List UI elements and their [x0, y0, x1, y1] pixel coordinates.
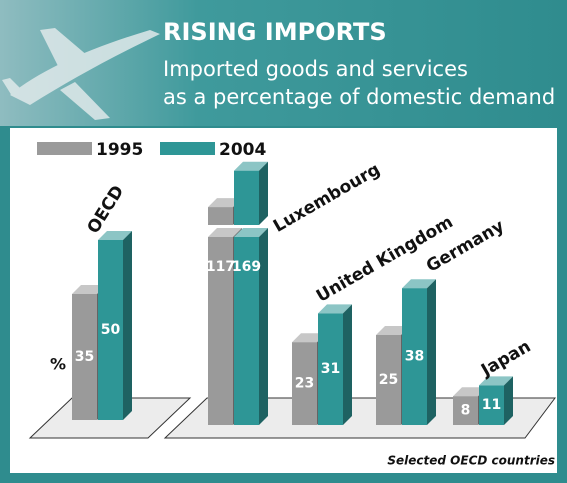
bar-side	[427, 279, 436, 425]
chart-subtitle: as a percentage of domestic demand	[163, 85, 555, 109]
legend-swatch	[37, 142, 92, 155]
bar-side	[259, 228, 268, 425]
chart: RISING IMPORTS Imported goods and servic…	[0, 0, 567, 483]
legend-label: 1995	[96, 140, 143, 160]
value-label: 117	[206, 259, 235, 275]
legend-label: 2004	[219, 140, 266, 160]
value-label: 38	[405, 349, 424, 365]
footnote: Selected OECD countries	[387, 454, 555, 468]
value-label: 11	[482, 397, 501, 413]
bar	[234, 162, 268, 425]
chart-subtitle: Imported goods and services	[163, 57, 468, 81]
bar-front	[234, 171, 259, 225]
value-label: 35	[75, 349, 94, 365]
chart-title: RISING IMPORTS	[163, 18, 387, 46]
bar-side	[123, 231, 132, 420]
value-label: 25	[379, 372, 398, 388]
value-label: 8	[461, 403, 471, 419]
value-label: 169	[232, 259, 261, 275]
unit-label: %	[50, 355, 66, 374]
value-label: 50	[101, 322, 121, 338]
bar-side	[343, 304, 352, 425]
legend-swatch	[160, 142, 215, 155]
value-label: 23	[295, 376, 314, 392]
bar-side	[259, 162, 268, 225]
bar-front	[208, 207, 233, 225]
value-label: 31	[321, 361, 340, 377]
